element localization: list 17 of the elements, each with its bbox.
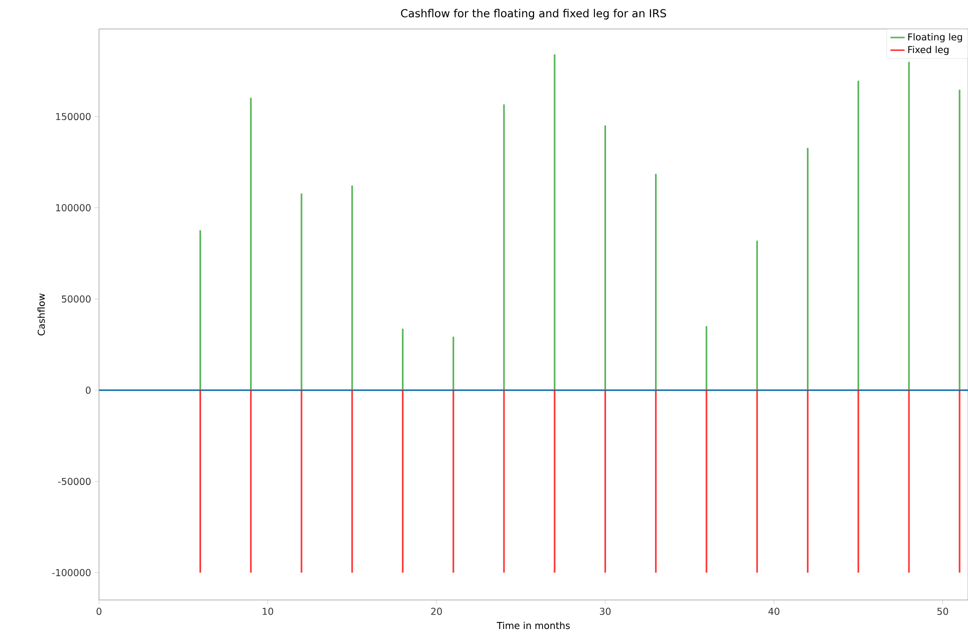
y-tick-label: 0 (86, 386, 91, 394)
y-tick-label: 150000 (56, 112, 91, 120)
x-tick-label: 50 (937, 608, 948, 615)
y-tick-label: -100000 (52, 569, 91, 576)
x-tick-label: 40 (768, 608, 780, 615)
x-tick-label: 10 (262, 608, 274, 615)
x-tick-label: 30 (600, 608, 611, 615)
legend-label: Fixed leg (908, 46, 948, 55)
x-axis-title: Time in months (496, 622, 570, 630)
chart-title: Cashflow for the floating and fixed leg for an IRS (401, 8, 666, 20)
y-tick-label: 100000 (56, 204, 91, 212)
x-tick-label: 0 (96, 608, 102, 615)
x-tick-label: 20 (431, 608, 442, 615)
y-tick-label: 50000 (62, 295, 91, 303)
legend-label: Floating leg (908, 33, 962, 42)
y-tick-label: -50000 (58, 478, 91, 485)
y-axis-title: Cashflow (38, 293, 45, 336)
